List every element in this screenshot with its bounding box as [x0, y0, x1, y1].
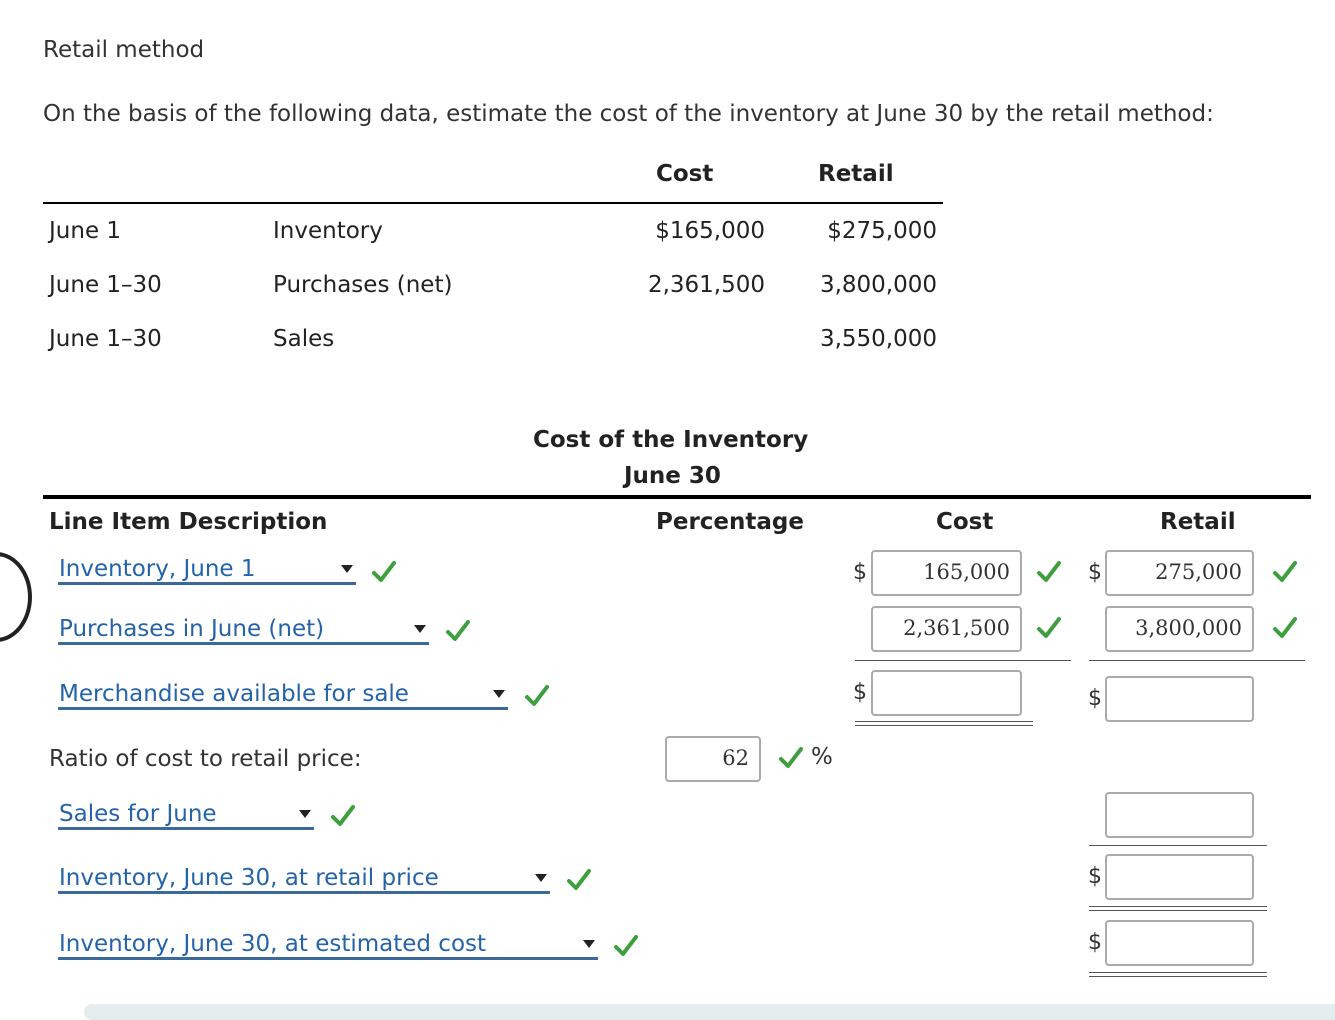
given-row-cost: 2,361,500	[647, 272, 765, 298]
given-row-item: Inventory	[273, 218, 383, 244]
given-row-retail: 3,800,000	[819, 272, 937, 298]
check-icon	[1036, 559, 1062, 585]
dropdown-arrow-icon	[493, 690, 505, 698]
given-row-retail: 3,550,000	[819, 326, 937, 352]
dropdown-arrow-icon	[341, 565, 353, 573]
retail-currency-symbol: $	[1088, 560, 1102, 585]
retail-input-inventory-retail[interactable]	[1105, 854, 1254, 900]
check-icon	[330, 803, 356, 829]
ratio-label: Ratio of cost to retail price:	[49, 746, 362, 772]
retail-subtotal-rule	[1089, 660, 1305, 661]
line-item-select-sales[interactable]: Sales for June	[58, 802, 314, 830]
retail-input-purchases[interactable]: 3,800,000	[1105, 606, 1254, 652]
given-row-date: June 1–30	[49, 326, 162, 352]
answer-heading: Cost of the Inventory	[533, 427, 809, 453]
check-icon	[778, 745, 804, 771]
cost-currency-symbol: $	[853, 680, 867, 705]
col-retail: Retail	[1160, 509, 1236, 535]
final-double-rule-top	[1089, 972, 1267, 973]
cursor-ring-icon	[0, 552, 32, 642]
col-cost: Cost	[936, 509, 994, 535]
check-icon	[1036, 615, 1062, 641]
retail-double-rule-bottom	[1089, 910, 1267, 911]
cost-input-purchases[interactable]: 2,361,500	[871, 606, 1022, 652]
given-row-retail: $275,000	[827, 218, 937, 244]
final-double-rule-bottom	[1089, 976, 1267, 977]
cost-input-merchandise-available[interactable]	[871, 670, 1022, 716]
retail-input-sales[interactable]	[1105, 792, 1254, 838]
line-item-select-inventory-cost[interactable]: Inventory, June 30, at estimated cost	[58, 932, 598, 960]
dropdown-arrow-icon	[299, 810, 311, 818]
cost-double-rule-top	[855, 721, 1033, 722]
check-icon	[566, 867, 592, 893]
line-item-select-label: Inventory, June 30, at retail price	[59, 865, 439, 891]
cost-subtotal-rule	[855, 660, 1071, 661]
given-row-date: June 1	[49, 218, 122, 244]
retail-sales-rule	[1089, 845, 1267, 846]
answer-header-rule	[43, 495, 1311, 499]
line-item-select-label: Sales for June	[59, 801, 217, 827]
retail-currency-symbol: $	[1088, 864, 1102, 889]
bottom-scroll-bar[interactable]	[84, 1004, 1335, 1020]
check-icon	[613, 933, 639, 959]
cost-currency-symbol: $	[853, 560, 867, 585]
line-item-select-purchases[interactable]: Purchases in June (net)	[58, 617, 429, 645]
given-table-header-rule	[43, 202, 943, 204]
given-row-item: Purchases (net)	[273, 272, 453, 298]
line-item-select-inventory-june1[interactable]: Inventory, June 1	[58, 557, 356, 585]
problem-statement: On the basis of the following data, esti…	[43, 101, 1214, 127]
check-icon	[524, 683, 550, 709]
line-item-select-label: Purchases in June (net)	[59, 616, 325, 642]
percent-sign: %	[811, 744, 833, 770]
line-item-select-inventory-retail[interactable]: Inventory, June 30, at retail price	[58, 866, 550, 894]
retail-input-inventory-cost[interactable]	[1105, 920, 1254, 966]
col-percentage: Percentage	[656, 509, 804, 535]
check-icon	[1272, 615, 1298, 641]
given-row-date: June 1–30	[49, 272, 162, 298]
dropdown-arrow-icon	[583, 940, 595, 948]
line-item-select-label: Merchandise available for sale	[59, 681, 409, 707]
ratio-percentage-input[interactable]: 62	[665, 736, 761, 782]
retail-input-merchandise-available[interactable]	[1105, 676, 1254, 722]
retail-input-inventory-june1[interactable]: 275,000	[1105, 550, 1254, 596]
cost-input-inventory-june1[interactable]: 165,000	[871, 550, 1022, 596]
check-icon	[1272, 559, 1298, 585]
dropdown-arrow-icon	[535, 874, 547, 882]
given-retail-header: Retail	[818, 161, 894, 187]
retail-double-rule-top	[1089, 906, 1267, 907]
given-row-cost: $165,000	[655, 218, 765, 244]
check-icon	[445, 618, 471, 644]
retail-currency-symbol: $	[1088, 930, 1102, 955]
cost-double-rule-bottom	[855, 725, 1033, 726]
col-description: Line Item Description	[49, 509, 328, 535]
line-item-select-label: Inventory, June 30, at estimated cost	[59, 931, 487, 957]
retail-currency-symbol: $	[1088, 686, 1102, 711]
line-item-select-merchandise-available[interactable]: Merchandise available for sale	[58, 682, 508, 710]
answer-subheading: June 30	[624, 463, 721, 489]
given-row-item: Sales	[273, 326, 335, 352]
page-title: Retail method	[43, 37, 205, 63]
check-icon	[371, 559, 397, 585]
line-item-select-label: Inventory, June 1	[59, 556, 256, 582]
given-cost-header: Cost	[656, 161, 714, 187]
dropdown-arrow-icon	[414, 625, 426, 633]
